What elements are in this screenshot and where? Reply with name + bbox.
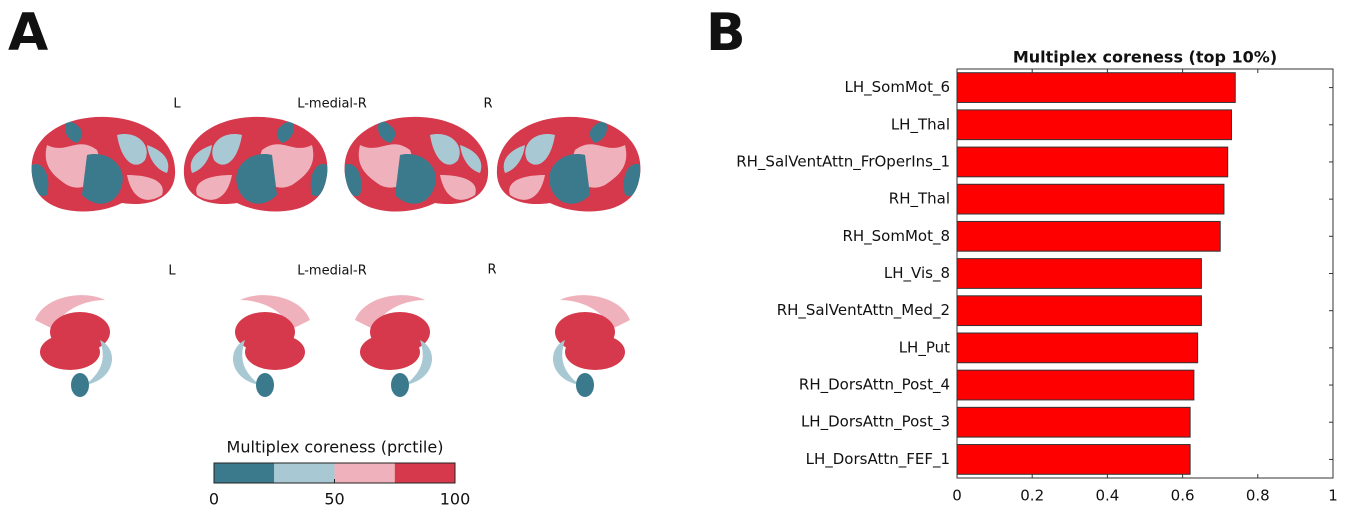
bar	[956, 220, 1221, 252]
colorbar-tick-label: 50	[324, 490, 344, 509]
bar	[956, 406, 1191, 438]
bar	[956, 183, 1225, 215]
y-tick-label: LH_SomMot_6	[845, 78, 951, 97]
subcortex-render	[233, 295, 310, 397]
view-label: L-medial-R	[297, 264, 367, 279]
bar	[956, 332, 1199, 364]
y-tick-label: RH_DorsAttn_Post_4	[799, 376, 950, 395]
x-tick-label: 0.4	[1095, 487, 1119, 505]
y-tick-label: LH_Thal	[891, 115, 950, 134]
x-tick-label: 1	[1328, 487, 1338, 505]
subcortex-render	[35, 295, 112, 397]
view-label: R	[487, 263, 496, 278]
chart-title: Multiplex coreness (top 10%)	[1013, 48, 1277, 67]
bar	[956, 369, 1195, 401]
colorbar-segment	[274, 463, 335, 483]
subcortex-render	[355, 295, 432, 397]
y-tick-label: RH_SalVentAttn_FrOperIns_1	[736, 152, 950, 171]
y-tick-label: RH_Thal	[889, 190, 950, 209]
x-tick-label: 0	[952, 487, 962, 505]
bar	[956, 146, 1229, 178]
colorbar-tick-label: 0	[209, 490, 219, 509]
y-tick-label: LH_DorsAttn_Post_3	[801, 413, 950, 432]
colorbar-segment	[334, 463, 395, 483]
y-tick-label: LH_Vis_8	[884, 264, 950, 283]
subcortex-render	[553, 295, 630, 397]
bar	[956, 72, 1236, 103]
brain-render	[495, 115, 645, 215]
colorbar: 0 50 100	[209, 462, 471, 509]
view-label: L-medial-R	[297, 97, 367, 112]
colorbar-tick-label: 100	[440, 490, 471, 509]
x-tick-label: 0.6	[1171, 487, 1195, 505]
view-label: R	[483, 97, 492, 112]
y-tick-label: RH_SalVentAttn_Med_2	[777, 301, 950, 320]
view-label: L	[168, 264, 176, 279]
x-tick-label: 0.8	[1246, 487, 1270, 505]
view-label: L	[173, 97, 181, 112]
colorbar-segment	[394, 463, 455, 483]
bar	[956, 295, 1202, 327]
brain-render	[340, 115, 490, 215]
panel-label: A	[8, 3, 48, 63]
bar	[956, 258, 1202, 289]
plot-frame	[956, 68, 1334, 479]
y-tick-label: RH_SomMot_8	[842, 227, 950, 246]
brain-render	[27, 115, 177, 215]
bar	[956, 444, 1191, 475]
panel-label: B	[706, 3, 746, 63]
x-tick-label: 0.2	[1020, 487, 1044, 505]
brain-render	[182, 115, 332, 215]
y-tick-label: LH_DorsAttn_FEF_1	[806, 450, 950, 469]
y-tick-label: LH_Put	[899, 338, 950, 357]
colorbar-segment	[214, 463, 275, 483]
colorbar-title: Multiplex coreness (prctile)	[227, 438, 444, 457]
bar-chart: Multiplex coreness (top 10%) 0 0.2 0.4 0.6 0.…	[736, 48, 1338, 505]
bar	[956, 109, 1232, 141]
